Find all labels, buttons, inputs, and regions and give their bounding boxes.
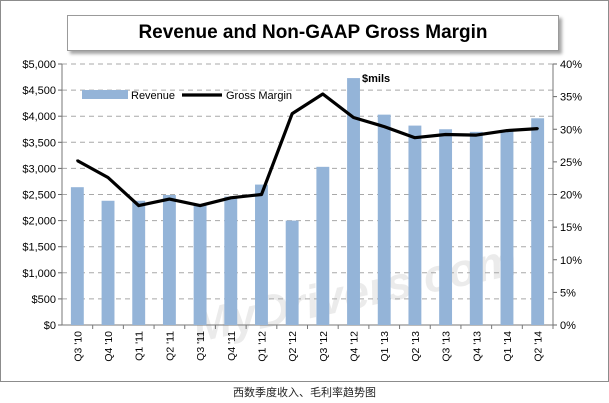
x-tick-label: Q2 '11 (164, 331, 176, 361)
revenue-bar (500, 130, 514, 325)
y-left-tick-label: $5,000 (22, 59, 56, 71)
units-annotation: $mils (362, 73, 390, 85)
y-left-tick-label: $0 (44, 320, 56, 332)
revenue-bar (162, 195, 176, 325)
x-tick-label: Q3 '10 (72, 331, 84, 362)
y-left-tick-label: $1,500 (22, 242, 56, 254)
y-right-tick-label: 15% (560, 222, 582, 234)
gross-margin-point (290, 112, 294, 115)
x-tick-label: Q1 '12 (256, 331, 268, 362)
x-tick-label: Q1 '14 (502, 331, 514, 362)
chart-plot: MyDrivers.com$0$500$1,000$1,500$2,000$2,… (22, 59, 582, 362)
revenue-bar (101, 200, 115, 325)
revenue-bar (439, 129, 453, 325)
x-tick-label: Q3 '11 (195, 331, 207, 361)
x-tick-label: Q1 '11 (134, 331, 146, 361)
y-right-tick-label: 0% (560, 320, 576, 332)
x-tick-label: Q4 '12 (349, 331, 361, 362)
y-left-tick-label: $500 (32, 294, 56, 306)
gross-margin-point (444, 133, 447, 136)
x-tick-label: Q3 '12 (318, 331, 330, 362)
y-left-tick-label: $3,000 (22, 163, 56, 175)
gross-margin-point (475, 133, 478, 137)
revenue-bar (70, 187, 84, 325)
revenue-bar (531, 118, 545, 326)
y-right-tick-label: 25% (560, 157, 582, 169)
revenue-bar (193, 204, 207, 325)
revenue-bar (347, 78, 360, 326)
y-left-tick-label: $4,000 (22, 111, 56, 123)
y-left-tick-label: $2,000 (22, 216, 56, 228)
y-left-tick-label: $4,500 (22, 85, 56, 97)
y-right-tick-label: 5% (560, 287, 576, 299)
gross-margin-line (76, 92, 538, 208)
x-tick-label: Q4 '11 (226, 331, 238, 361)
revenue-bar (316, 166, 330, 325)
revenue-bar (408, 125, 422, 325)
gross-margin-point (321, 92, 325, 96)
revenue-bar (224, 196, 238, 325)
chart-title: Revenue and Non-GAAP Gross Margin (138, 22, 488, 43)
gross-margin-point (198, 204, 202, 207)
x-tick-label: Q4 '13 (471, 331, 483, 362)
revenue-bar (132, 200, 146, 325)
x-tick-label: Q3 '13 (441, 331, 453, 362)
y-right-tick-label: 10% (560, 255, 582, 267)
gross-margin-point (76, 159, 79, 162)
y-left-tick-label: $2,500 (22, 190, 56, 202)
revenue-bar (255, 184, 268, 325)
gross-margin-point (106, 176, 110, 179)
gross-margin-point (413, 136, 417, 139)
legend-swatch-revenue (82, 90, 128, 99)
gross-margin-point (352, 116, 355, 119)
gross-margin-point (260, 193, 263, 196)
y-right-tick-label: 35% (560, 92, 582, 104)
revenue-bar (377, 114, 391, 325)
y-left-tick-label: $3,500 (22, 137, 56, 149)
revenue-bar (469, 131, 483, 325)
y-right-tick-label: 30% (560, 124, 582, 136)
figure-caption: 西数季度收入、毛利率趋势图 (233, 386, 376, 399)
x-tick-label: Q1 '13 (379, 331, 391, 362)
chart-title-box: Revenue and Non-GAAP Gross Margin (67, 15, 559, 51)
gross-margin-point (229, 196, 232, 199)
y-right-tick-label: 20% (560, 190, 582, 202)
x-tick-label: Q2 '14 (533, 331, 545, 362)
gross-margin-point (137, 204, 140, 207)
gross-margin-point (383, 125, 386, 128)
gross-margin-point (536, 127, 539, 130)
legend-label-revenue: Revenue (131, 90, 175, 102)
x-tick-label: Q2 '13 (410, 331, 422, 362)
gross-margin-point (505, 129, 509, 132)
gross-margin-point (168, 197, 171, 201)
revenue-bar (285, 220, 299, 325)
y-right-tick-label: 40% (560, 59, 582, 71)
legend-label-gross-margin: Gross Margin (226, 90, 292, 102)
x-tick-label: Q4 '10 (103, 331, 115, 362)
x-tick-label: Q2 '12 (287, 331, 299, 362)
y-left-tick-label: $1,000 (22, 268, 56, 280)
